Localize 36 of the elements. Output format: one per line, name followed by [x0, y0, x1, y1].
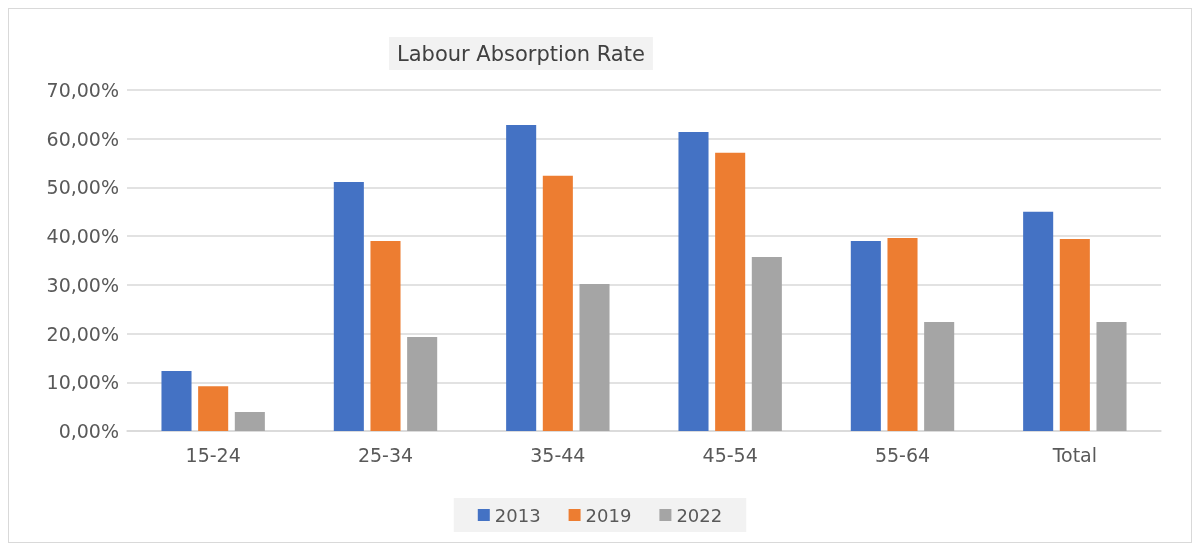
x-tick-label: 55-64	[874, 443, 931, 466]
bar	[161, 371, 192, 431]
bar	[850, 241, 881, 431]
y-tick-label: 60,00%	[46, 127, 119, 150]
x-tick-label: 45-54	[702, 443, 758, 466]
bar	[542, 175, 573, 431]
y-tick-label: 70,00%	[46, 79, 119, 101]
bar	[887, 238, 918, 431]
y-tick-label: 40,00%	[46, 225, 119, 248]
y-tick-label: 20,00%	[46, 322, 119, 345]
x-tick-label: 25-34	[357, 443, 414, 466]
bar	[1096, 321, 1127, 431]
bar	[678, 131, 709, 431]
legend-label: 2022	[676, 504, 723, 526]
x-tick-label: 35-44	[530, 443, 586, 466]
bar	[506, 125, 537, 431]
bar	[333, 182, 364, 431]
x-tick-label: 15-24	[185, 443, 241, 466]
bar	[715, 152, 746, 431]
y-tick-label: 50,00%	[46, 176, 119, 199]
legend-label: 2013	[494, 504, 541, 526]
y-tick-label: 30,00%	[46, 273, 119, 296]
y-tick-label: 10,00%	[46, 371, 119, 394]
bar	[370, 241, 401, 431]
bar	[751, 257, 782, 431]
bar	[407, 336, 438, 431]
bar	[924, 321, 955, 431]
bar	[579, 283, 610, 431]
bar	[1059, 239, 1090, 431]
bar	[198, 386, 229, 431]
y-tick-label: 0,00%	[58, 420, 119, 442]
legend-label: 2019	[585, 504, 632, 526]
bar	[1023, 211, 1054, 431]
chart-title: Labour Absorption Rate	[397, 41, 645, 66]
bar	[234, 412, 265, 431]
x-tick-label: Total	[1051, 443, 1098, 466]
